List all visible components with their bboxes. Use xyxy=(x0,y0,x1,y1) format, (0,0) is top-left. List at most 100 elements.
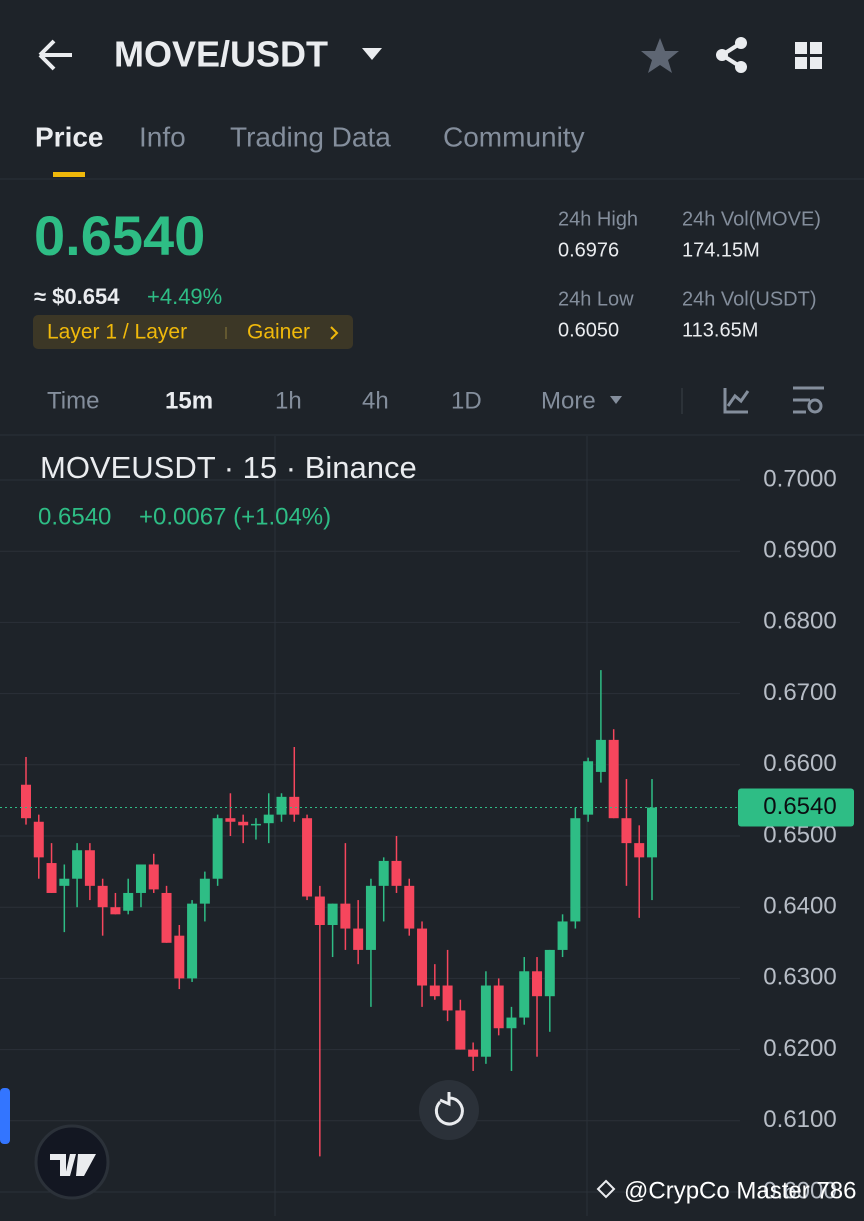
candle-body xyxy=(59,878,70,886)
last-price-tag xyxy=(738,788,854,827)
reset-button[interactable] xyxy=(419,1080,479,1140)
interval[interactable]: 4h xyxy=(362,387,389,414)
stat-value: 0.6050 xyxy=(558,319,619,341)
candle-body xyxy=(148,864,159,890)
side-handle[interactable] xyxy=(0,1088,10,1144)
chart-title: MOVEUSDT · 15 · Binance xyxy=(40,450,417,485)
tag-arrow xyxy=(330,326,339,340)
tab[interactable]: Community xyxy=(443,121,585,152)
interval[interactable]: More xyxy=(541,387,596,414)
stat-label: 24h Vol(MOVE) xyxy=(682,208,821,230)
candle-body xyxy=(84,850,95,886)
candle-body xyxy=(327,903,338,925)
y-tick-label: 0.6400 xyxy=(763,893,836,920)
y-tick-label: 0.6800 xyxy=(763,608,836,635)
tag-box[interactable] xyxy=(33,315,353,349)
y-tick-label: 0.6100 xyxy=(763,1106,836,1133)
candle-body xyxy=(340,903,351,929)
y-tick-label: 0.6200 xyxy=(763,1035,836,1062)
y-tick-label: 0.6700 xyxy=(763,679,836,706)
candle-body xyxy=(289,796,300,815)
chart-legend: +0.0067 (+1.04%) xyxy=(139,503,331,530)
interval[interactable]: 1D xyxy=(451,387,482,414)
candle-body xyxy=(480,985,491,1057)
candle-body xyxy=(123,892,134,911)
watermark: @CrypCo Master 786 xyxy=(624,1177,856,1204)
stat-label: 24h High xyxy=(558,208,638,230)
candle-body xyxy=(33,821,44,858)
candle-body xyxy=(46,863,57,893)
favorite-button[interactable] xyxy=(641,38,679,73)
candle-body xyxy=(429,985,440,997)
stat-value: 113.65M xyxy=(682,319,758,341)
tab[interactable]: Price xyxy=(35,121,104,152)
more-caret xyxy=(610,396,622,404)
interval[interactable]: 15m xyxy=(165,387,213,414)
y-tick-label: 0.6600 xyxy=(763,750,836,777)
indicator-button[interactable] xyxy=(723,388,750,414)
share-button[interactable] xyxy=(716,37,747,73)
candle-body xyxy=(519,971,530,1018)
candle-body xyxy=(442,985,453,1011)
candle-body xyxy=(314,896,325,925)
candle-body xyxy=(21,784,31,819)
settings-button[interactable] xyxy=(793,386,824,414)
tab[interactable]: Info xyxy=(139,121,186,152)
back-button[interactable] xyxy=(38,39,72,71)
chart: 0.60000.61000.62000.63000.64000.65000.66… xyxy=(0,436,854,1216)
candle-body xyxy=(493,985,504,1029)
candle-body xyxy=(250,823,261,826)
candle-body xyxy=(621,818,632,844)
pair-dropdown[interactable] xyxy=(362,48,382,60)
candle-body xyxy=(110,907,121,915)
candle-body xyxy=(634,843,645,858)
y-tick-label: 0.7000 xyxy=(763,465,836,492)
usd-price: ≈ $0.654 xyxy=(34,284,120,309)
candle-body xyxy=(365,885,376,950)
reset-icon xyxy=(434,1092,464,1126)
tag[interactable]: Gainer xyxy=(247,321,310,344)
candle-body xyxy=(647,807,657,858)
candle-body xyxy=(417,928,428,986)
candle-body xyxy=(557,921,568,950)
y-tick-label: 0.6300 xyxy=(763,964,836,991)
watermark-icon xyxy=(596,1179,616,1199)
interval[interactable]: 1h xyxy=(275,387,302,414)
tradingview-mark xyxy=(50,1154,96,1176)
candle-body xyxy=(532,971,543,997)
stat-label: 24h Low xyxy=(558,288,634,310)
candle-body xyxy=(302,818,313,897)
y-tick-label: 0.6900 xyxy=(763,537,836,564)
tab[interactable]: Trading Data xyxy=(230,121,391,152)
pair-title[interactable]: MOVE/USDT xyxy=(114,34,328,75)
candle-body xyxy=(378,860,389,886)
interval[interactable]: Time xyxy=(47,387,99,414)
candle-body xyxy=(263,814,274,824)
tab-indicator xyxy=(53,172,85,177)
y-tick-label: 0.6000 xyxy=(763,1177,836,1204)
candle-body xyxy=(595,739,606,772)
candle-body xyxy=(225,818,236,822)
tag[interactable]: Layer 1 / Layer xyxy=(47,321,187,344)
stat-label: 24h Vol(USDT) xyxy=(682,288,817,310)
last-price: 0.6540 xyxy=(34,204,205,267)
candle-body xyxy=(570,818,581,922)
candle-body xyxy=(212,818,223,879)
candle-body xyxy=(199,878,210,904)
menu-button[interactable] xyxy=(795,42,822,69)
candle-body xyxy=(72,850,83,879)
candle-body xyxy=(276,796,287,815)
candle-body xyxy=(135,864,146,893)
candle-body xyxy=(544,949,555,997)
candle-body xyxy=(161,892,172,943)
candle-body xyxy=(238,821,249,826)
candle-body xyxy=(97,885,108,908)
candle-body xyxy=(608,739,619,819)
candle-body xyxy=(506,1017,517,1029)
candle-body xyxy=(583,761,594,815)
price-change: +4.49% xyxy=(147,284,222,309)
last-price-label: 0.6540 xyxy=(763,793,836,820)
